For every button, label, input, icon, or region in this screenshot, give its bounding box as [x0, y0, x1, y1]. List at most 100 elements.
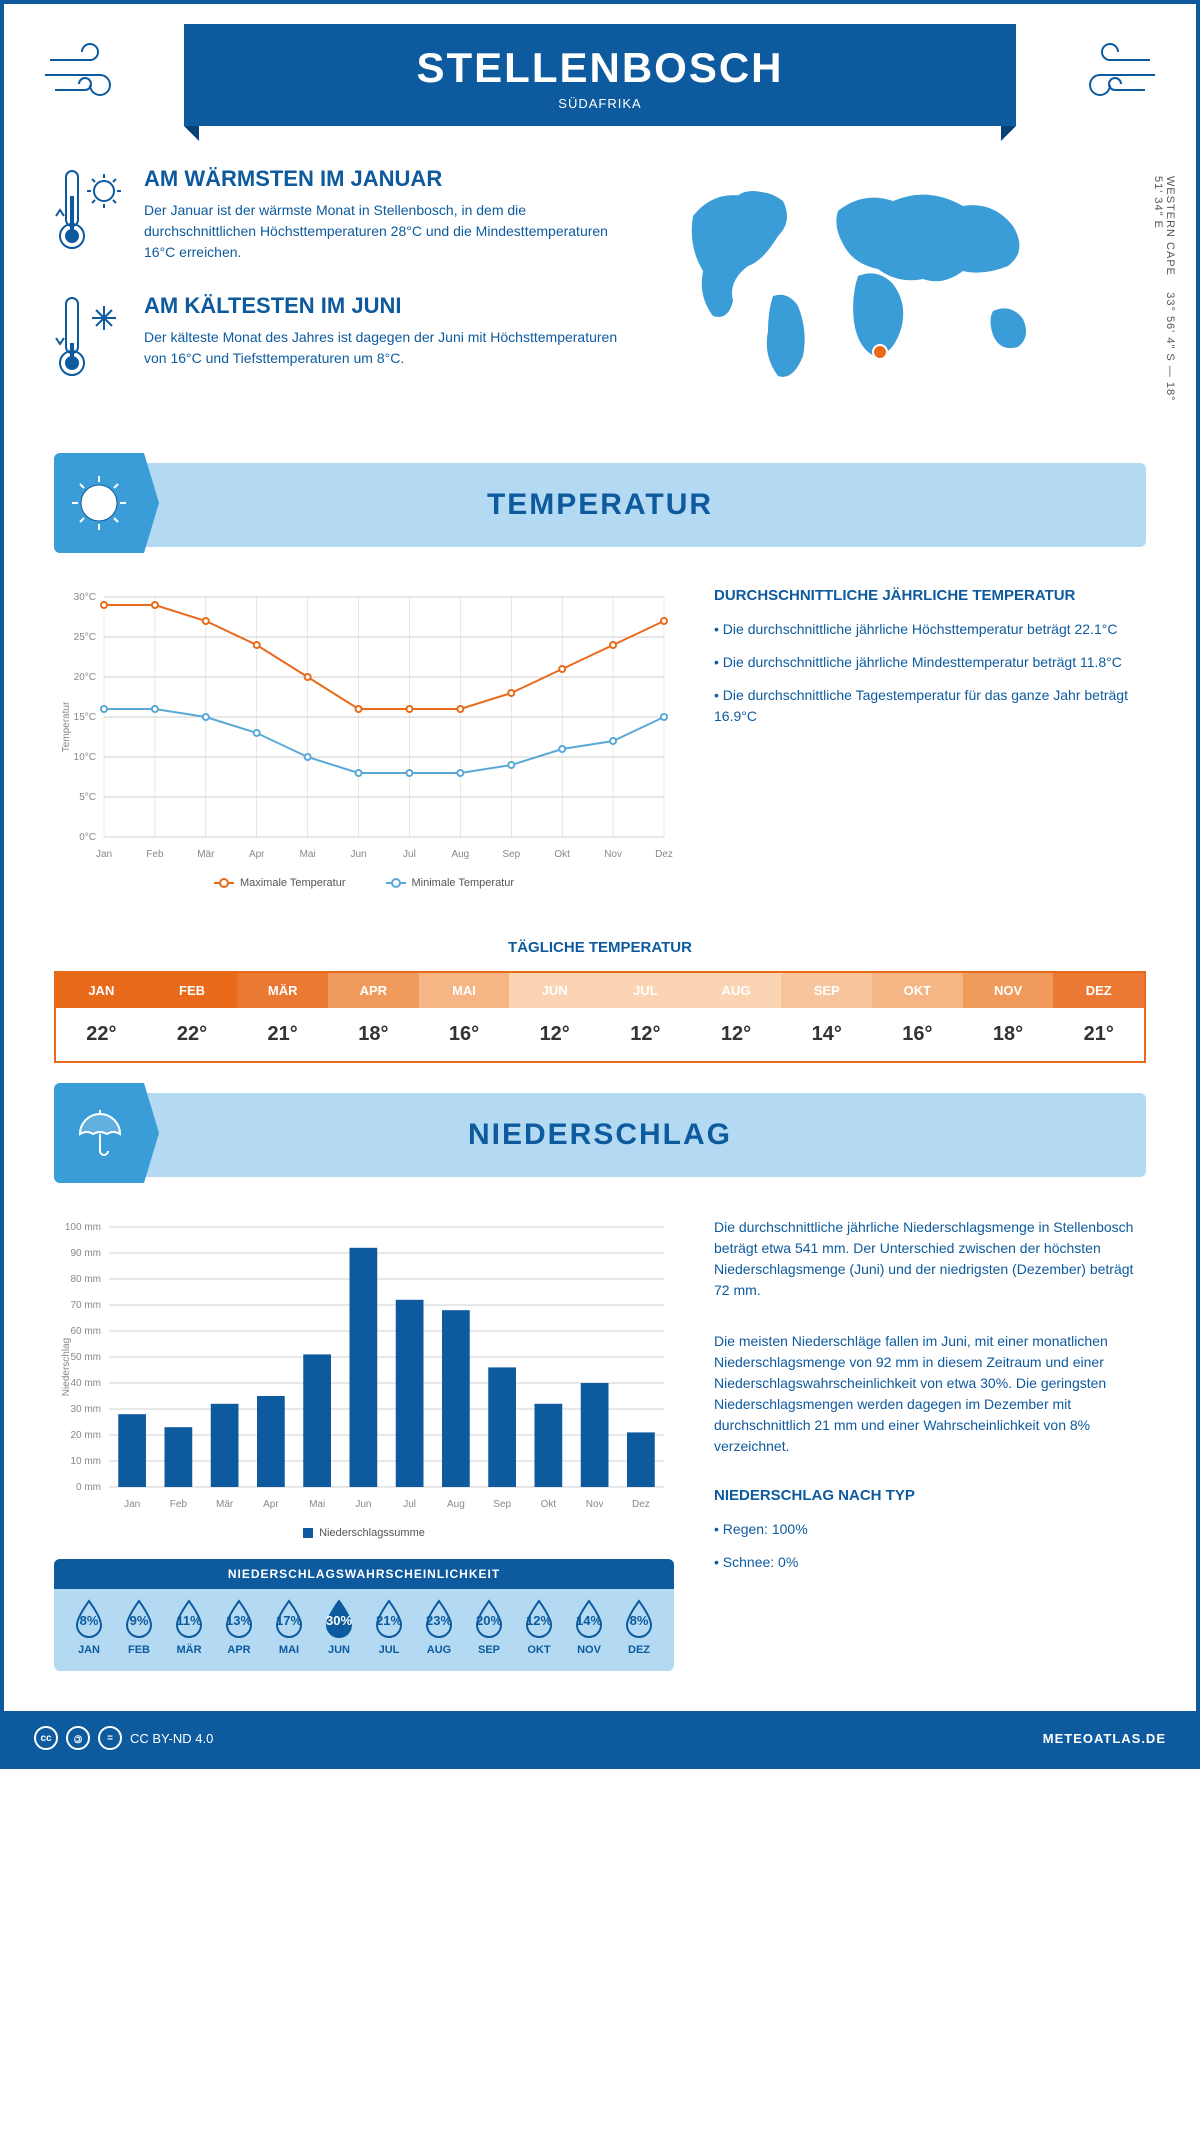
temp-cell: OKT16° [872, 973, 963, 1061]
svg-text:20°C: 20°C [74, 672, 96, 683]
city-title: STELLENBOSCH [184, 44, 1016, 92]
prob-cell: 23%AUG [414, 1599, 464, 1656]
prob-cell: 9%FEB [114, 1599, 164, 1656]
temp-legend: .legend-line[style*='e86a1a']::after{bor… [54, 877, 674, 889]
svg-text:Aug: Aug [447, 1499, 465, 1510]
svg-text:5°C: 5°C [79, 792, 96, 803]
prob-cell: 12%OKT [514, 1599, 564, 1656]
prob-cell: 8%JAN [64, 1599, 114, 1656]
temp-cell: DEZ21° [1053, 973, 1144, 1061]
page-footer: cc 🄯 = CC BY-ND 4.0 METEOATLAS.DE [4, 1711, 1196, 1765]
svg-text:Mai: Mai [309, 1499, 325, 1510]
umbrella-icon [72, 1106, 127, 1161]
coldest-fact: AM KÄLTESTEN IM JUNI Der kälteste Monat … [54, 293, 633, 383]
prob-cell: 20%SEP [464, 1599, 514, 1656]
svg-text:40 mm: 40 mm [70, 1378, 101, 1389]
temperature-line-chart: 0°C 5°C 10°C 15°C 20°C 25°C 30°C Jan Feb Mär Apr Ma… [54, 587, 674, 867]
svg-text:Jan: Jan [96, 849, 112, 860]
temp-cell: JUN12° [509, 973, 600, 1061]
svg-text:Aug: Aug [451, 849, 469, 860]
precipitation-title: NIEDERSCHLAG [54, 1118, 1146, 1152]
svg-text:Niederschlag: Niederschlag [61, 1338, 72, 1396]
svg-text:50 mm: 50 mm [70, 1352, 101, 1363]
svg-text:10°C: 10°C [74, 752, 96, 763]
thermometer-cold-icon [54, 293, 124, 383]
svg-text:Nov: Nov [604, 849, 622, 860]
world-map [663, 166, 1083, 386]
svg-text:70 mm: 70 mm [70, 1300, 101, 1311]
temp-cell: JAN22° [56, 973, 147, 1061]
svg-text:80 mm: 80 mm [70, 1274, 101, 1285]
svg-text:Mär: Mär [216, 1499, 234, 1510]
svg-text:Dez: Dez [655, 849, 673, 860]
prob-cell: 13%APR [214, 1599, 264, 1656]
svg-text:Jan: Jan [124, 1499, 140, 1510]
svg-text:Jul: Jul [403, 1499, 416, 1510]
svg-text:Jul: Jul [403, 849, 416, 860]
temp-cell: JUL12° [600, 973, 691, 1061]
by-icon: 🄯 [66, 1726, 90, 1750]
svg-text:90 mm: 90 mm [70, 1248, 101, 1259]
svg-text:Mär: Mär [197, 849, 215, 860]
warmest-title: AM WÄRMSTEN IM JANUAR [144, 166, 633, 192]
page-header: STELLENBOSCH SÜDAFRIKA [184, 24, 1016, 126]
precip-legend: Niederschlagssumme [54, 1527, 674, 1539]
precip-probability-panel: NIEDERSCHLAGSWAHRSCHEINLICHKEIT 8%JAN9%F… [54, 1559, 674, 1671]
svg-text:0 mm: 0 mm [76, 1482, 101, 1493]
prob-cell: 14%NOV [564, 1599, 614, 1656]
svg-text:Okt: Okt [554, 849, 570, 860]
daily-temp-title: TÄGLICHE TEMPERATUR [4, 939, 1196, 956]
temp-cell: AUG12° [691, 973, 782, 1061]
warmest-fact: AM WÄRMSTEN IM JANUAR Der Januar ist der… [54, 166, 633, 263]
coldest-title: AM KÄLTESTEN IM JUNI [144, 293, 633, 319]
svg-text:Okt: Okt [541, 1499, 557, 1510]
svg-text:Nov: Nov [586, 1499, 604, 1510]
svg-text:Sep: Sep [493, 1499, 511, 1510]
temp-cell: SEP14° [781, 973, 872, 1061]
license-text: CC BY-ND 4.0 [130, 1731, 213, 1746]
country-subtitle: SÜDAFRIKA [184, 96, 1016, 111]
precipitation-bar-chart: 0 mm 10 mm 20 mm 30 mm 40 mm 50 mm 60 mm 70 mm 8… [54, 1217, 674, 1517]
svg-text:10 mm: 10 mm [70, 1456, 101, 1467]
svg-text:30°C: 30°C [74, 592, 96, 603]
brand-text: METEOATLAS.DE [1043, 1731, 1166, 1746]
temp-cell: APR18° [328, 973, 419, 1061]
svg-text:30 mm: 30 mm [70, 1404, 101, 1415]
svg-text:15°C: 15°C [74, 712, 96, 723]
temp-cell: MAI16° [419, 973, 510, 1061]
svg-text:Apr: Apr [263, 1499, 279, 1510]
cc-icon: cc [34, 1726, 58, 1750]
svg-text:Jun: Jun [350, 849, 366, 860]
svg-text:Sep: Sep [502, 849, 520, 860]
wind-icon [40, 40, 140, 110]
prob-cell: 17%MAI [264, 1599, 314, 1656]
svg-text:Feb: Feb [146, 849, 164, 860]
svg-text:Mai: Mai [300, 849, 316, 860]
wind-icon [1060, 40, 1160, 110]
precipitation-banner: NIEDERSCHLAG [54, 1093, 1146, 1177]
temp-cell: MÄR21° [237, 973, 328, 1061]
svg-text:0°C: 0°C [79, 832, 96, 843]
prob-cell: 21%JUL [364, 1599, 414, 1656]
temp-info: DURCHSCHNITTLICHE JÄHRLICHE TEMPERATUR D… [714, 587, 1146, 889]
precip-info: Die durchschnittliche jährliche Niedersc… [714, 1217, 1146, 1691]
nd-icon: = [98, 1726, 122, 1750]
prob-cell: 11%MÄR [164, 1599, 214, 1656]
coordinates: WESTERN CAPE 33° 56' 4" S — 18° 51' 34" … [1152, 176, 1176, 413]
svg-text:20 mm: 20 mm [70, 1430, 101, 1441]
daily-temp-table: JAN22°FEB22°MÄR21°APR18°MAI16°JUN12°JUL1… [54, 971, 1146, 1063]
temperature-banner: TEMPERATUR [54, 463, 1146, 547]
svg-text:100 mm: 100 mm [65, 1222, 101, 1233]
svg-text:60 mm: 60 mm [70, 1326, 101, 1337]
prob-cell: 30%JUN [314, 1599, 364, 1656]
svg-text:25°C: 25°C [74, 632, 96, 643]
thermometer-hot-icon [54, 166, 124, 256]
svg-text:Dez: Dez [632, 1499, 650, 1510]
temp-cell: FEB22° [147, 973, 238, 1061]
sun-icon [69, 473, 129, 533]
svg-text:Apr: Apr [249, 849, 265, 860]
prob-cell: 8%DEZ [614, 1599, 664, 1656]
svg-text:Temperatur: Temperatur [61, 701, 72, 752]
temperature-title: TEMPERATUR [54, 488, 1146, 522]
svg-text:Jun: Jun [355, 1499, 371, 1510]
